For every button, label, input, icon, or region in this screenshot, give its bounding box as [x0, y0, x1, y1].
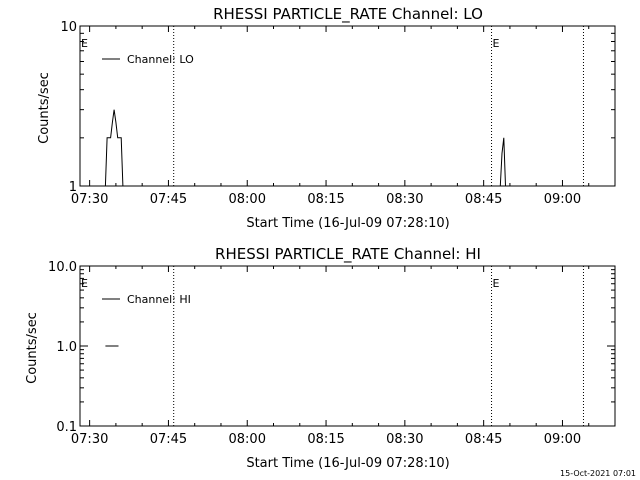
- lo-x-tick-label: 08:45: [465, 192, 502, 207]
- lo-x-tick-label: 09:00: [544, 192, 581, 207]
- hi-x-tick-label: 08:45: [465, 432, 502, 447]
- lo-y-tick-label: 10: [60, 20, 77, 35]
- hi-y-tick-label: 1.0: [56, 340, 77, 355]
- hi-chart-title: RHESSI PARTICLE_RATE Channel: HI: [215, 245, 481, 264]
- hi-x-tick-label: 07:45: [150, 432, 187, 447]
- hi-y-tick-label: 10.0: [48, 260, 77, 275]
- lo-x-axis-label: Start Time (16-Jul-09 07:28:10): [246, 216, 449, 231]
- lo-channel-panel: RHESSI PARTICLE_RATE Channel: LO Counts/…: [37, 5, 616, 231]
- hi-x-tick-label: 09:00: [544, 432, 581, 447]
- lo-y-tick-label: 1: [69, 180, 77, 195]
- hi-x-axis-label: Start Time (16-Jul-09 07:28:10): [246, 456, 449, 471]
- lo-plot-area: 07:30 07:45 08:00 08:15 08:30 08:45 09:00 1 10 E E…: [60, 20, 616, 207]
- hi-event-marker: E: [81, 277, 88, 290]
- lo-x-tick-label: 08:30: [386, 192, 423, 207]
- lo-x-tick-label: 08:15: [307, 192, 344, 207]
- hi-x-tick-label: 08:30: [386, 432, 423, 447]
- hi-x-tick-label: 08:00: [229, 432, 266, 447]
- lo-chart-title: RHESSI PARTICLE_RATE Channel: LO: [213, 5, 483, 24]
- hi-x-tick-label: 07:30: [71, 432, 108, 447]
- footer-timestamp: 15-Oct-2021 07:01: [560, 469, 636, 478]
- lo-x-tick-label: 07:45: [150, 192, 187, 207]
- lo-y-axis-label: Counts/sec: [37, 72, 52, 144]
- hi-legend-label: Channel: HI: [127, 293, 191, 306]
- lo-event-marker: E: [81, 37, 88, 50]
- hi-channel-panel: RHESSI PARTICLE_RATE Channel: HI Counts/…: [25, 245, 616, 471]
- hi-y-axis-label: Counts/sec: [25, 312, 40, 384]
- hi-event-marker: E: [493, 277, 500, 290]
- lo-x-tick-label: 07:30: [71, 192, 108, 207]
- lo-legend-label: Channel: LO: [127, 53, 194, 66]
- lo-series-line: [104, 109, 506, 187]
- hi-x-tick-label: 08:15: [307, 432, 344, 447]
- lo-x-tick-label: 08:00: [229, 192, 266, 207]
- lo-event-marker: E: [493, 37, 500, 50]
- hi-y-tick-label: 0.1: [56, 420, 77, 435]
- hi-plot-area: 07:30 07:45 08:00 08:15 08:30 08:45 09:00 0.1 1.…: [48, 260, 616, 447]
- lo-plot-frame: [79, 25, 616, 187]
